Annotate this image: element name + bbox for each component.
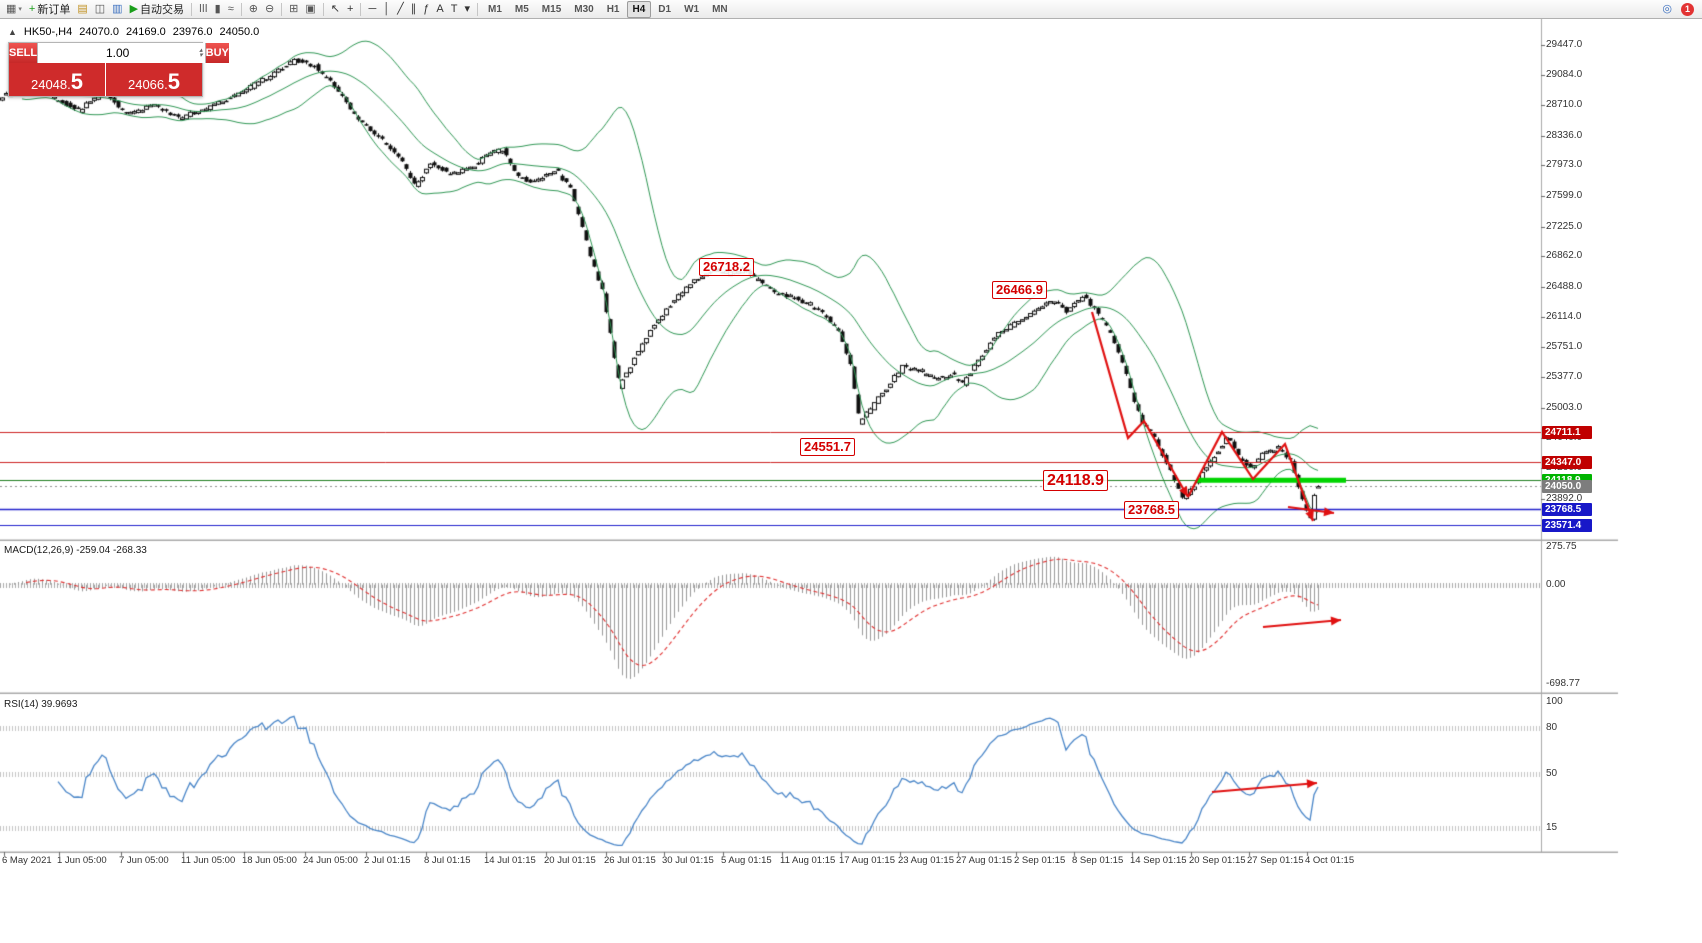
toolbar: ▦ ▾ + 新订单 ▤ ◫ ▥ ▶ 自动交易 ǀǀǀ ▮ ≈ ⊕ ⊖ ⊞ ▣ ↖ + ─ │ ╱ ∥ ƒ A T ▾ M1 M5 M15… <box>0 0 1702 19</box>
cursor-button[interactable]: ↖ <box>328 1 343 17</box>
indicators-button[interactable]: ▤ <box>74 1 90 17</box>
search-icon[interactable]: ◎ <box>1659 1 1675 17</box>
channel-button[interactable]: ∥ <box>408 1 420 17</box>
timeframe-m1-button[interactable]: M1 <box>487 3 502 15</box>
timeframe-h4-button[interactable]: H4 <box>626 0 652 18</box>
sell-button[interactable]: SELL <box>9 43 38 63</box>
volume-input[interactable] <box>38 45 198 61</box>
bar-chart-type-button[interactable]: ǀǀǀ <box>196 1 211 17</box>
new-order-button[interactable]: + 新订单 <box>26 1 73 17</box>
cursor-icon: ↖ <box>330 3 341 15</box>
channel-icon: ∥ <box>410 3 417 15</box>
chart-title-bar: ▲ HK50-,H4 24070.0 24169.0 23976.0 24050… <box>8 26 259 38</box>
timeframe-h1-button[interactable]: H1 <box>606 3 620 15</box>
market-watch-button[interactable]: ▥ <box>109 1 125 17</box>
new-order-icon: + <box>28 3 36 15</box>
zoom-in-icon: ⊕ <box>248 3 258 15</box>
text-tool-button[interactable]: A <box>433 1 446 17</box>
timeframe-mn-button[interactable]: MN <box>712 3 728 15</box>
toolbar-separator <box>281 2 283 16</box>
macd-indicator-label: MACD(12,26,9) -259.04 -268.33 <box>4 545 147 556</box>
shapes-menu-icon: ▾ <box>464 3 470 15</box>
spinner-down-icon[interactable]: ▾ <box>199 52 203 59</box>
buy-button[interactable]: BUY <box>205 43 229 63</box>
trendline-icon: ╱ <box>397 3 404 15</box>
volume-spinner[interactable]: ▴ ▾ <box>197 47 205 59</box>
new-chart-button[interactable]: ▦ ▾ <box>3 1 25 17</box>
dropdown-caret-icon: ▾ <box>18 6 22 13</box>
new-chart-icon: ▦ <box>6 3 17 15</box>
rsi-indicator-label: RSI(14) 39.9693 <box>4 699 78 710</box>
toolbar-separator <box>191 2 193 16</box>
ohlc-high: 24169.0 <box>125 26 166 38</box>
ohlc-low: 23976.0 <box>172 26 213 38</box>
candlestick-chart-type-button[interactable]: ▮ <box>212 1 224 17</box>
tile-windows-button[interactable]: ⊞ <box>286 1 301 17</box>
vertical-line-button[interactable]: │ <box>380 1 393 17</box>
arrange-windows-button[interactable]: ▣ <box>302 1 318 17</box>
tile-windows-icon: ⊞ <box>289 3 299 15</box>
fibonacci-icon: ƒ <box>423 3 430 15</box>
sell-price: 24048. <box>30 77 71 92</box>
horizontal-line-icon: ─ <box>368 3 377 15</box>
trendline-button[interactable]: ╱ <box>394 1 407 17</box>
spinner-up-icon[interactable]: ▴ <box>199 47 203 54</box>
autotrading-button-label: 自动交易 <box>140 4 185 16</box>
new-order-button-label: 新订单 <box>37 4 71 16</box>
ohlc-close: 24050.0 <box>219 26 260 38</box>
timeframe-m5-button[interactable]: M5 <box>514 3 529 15</box>
profiles-button[interactable]: ◫ <box>92 1 108 17</box>
line-chart-type-button[interactable]: ≈ <box>225 1 237 17</box>
ohlc-open: 24070.0 <box>79 26 119 38</box>
timeframe-d1-button[interactable]: D1 <box>658 3 672 15</box>
fibonacci-button[interactable]: ƒ <box>420 1 432 17</box>
line-chart-type-icon: ≈ <box>227 3 234 15</box>
volume-field[interactable]: ▴▾ <box>37 43 206 63</box>
symbol-period: HK50-,H4 <box>23 26 73 38</box>
vertical-line-icon: │ <box>383 3 391 15</box>
one-click-expand-icon[interactable]: ▲ <box>8 27 17 37</box>
zoom-in-button[interactable]: ⊕ <box>246 1 261 17</box>
one-click-trading-panel: SELL ▴▾ BUY 24048.5 24066.5 <box>8 42 229 97</box>
timeframe-m15-button[interactable]: M15 <box>541 3 562 15</box>
shapes-menu-button[interactable]: ▾ <box>461 1 473 17</box>
notifications-badge[interactable]: 1 <box>1681 2 1694 16</box>
buy-price-pips: 5 <box>167 69 180 94</box>
buy-price: 24066. <box>127 77 168 92</box>
crosshair-button[interactable]: + <box>344 1 356 17</box>
crosshair-icon: + <box>347 3 354 15</box>
bar-chart-type-icon: ǀǀǀ <box>199 3 208 15</box>
candlestick-chart-type-icon: ▮ <box>214 3 221 15</box>
horizontal-line-button[interactable]: ─ <box>365 1 379 17</box>
toolbar-separator <box>476 2 478 16</box>
zoom-out-icon: ⊖ <box>264 3 275 15</box>
text-tool-icon: A <box>436 3 444 15</box>
label-tool-icon: T <box>450 3 458 15</box>
sell-price-pips: 5 <box>70 69 83 94</box>
arrange-windows-icon: ▣ <box>305 3 316 15</box>
autotrading-button[interactable]: ▶ 自动交易 <box>127 1 187 17</box>
indicators-icon: ▤ <box>77 3 88 15</box>
buy-price-button[interactable]: 24066. 5 <box>106 63 202 96</box>
toolbar-separator <box>240 2 242 16</box>
sell-price-button[interactable]: 24048. 5 <box>9 63 105 96</box>
timeframe-m30-button[interactable]: M30 <box>574 3 594 15</box>
search-icon: ◎ <box>1662 3 1672 15</box>
autotrading-icon: ▶ <box>129 3 139 15</box>
label-tool-button[interactable]: T <box>448 1 461 17</box>
profiles-icon: ◫ <box>94 3 106 15</box>
toolbar-separator <box>322 2 324 16</box>
zoom-out-button[interactable]: ⊖ <box>262 1 277 17</box>
market-watch-icon: ▥ <box>112 3 123 15</box>
toolbar-separator <box>360 2 362 16</box>
timeframe-w1-button[interactable]: W1 <box>684 3 700 15</box>
